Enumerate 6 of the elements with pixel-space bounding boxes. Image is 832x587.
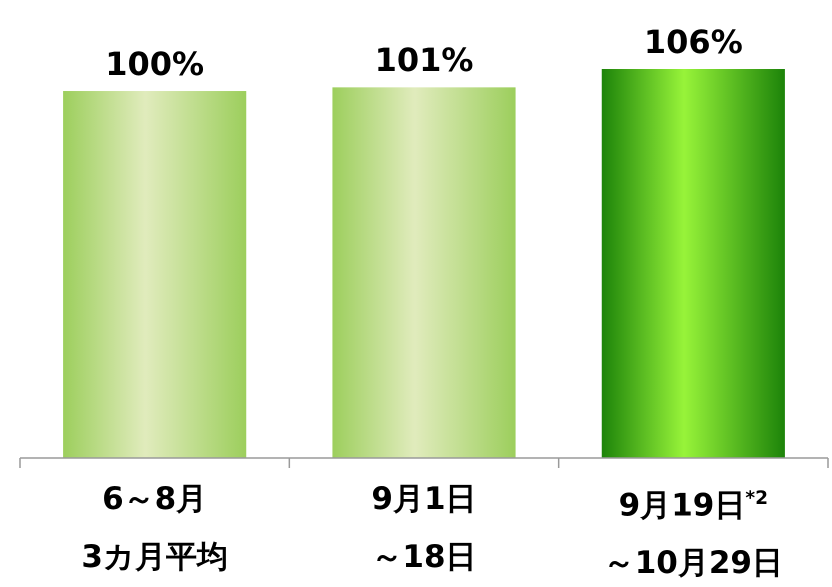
x-tick-label: 6～8月3カ月平均 <box>81 480 228 577</box>
category-label: 9月19日$^{*2}$～10月29日 <box>604 487 783 582</box>
data-label: 101% <box>374 41 474 80</box>
x-tick-label: 9月1日～18日 <box>371 480 477 577</box>
data-label: 106% <box>644 23 743 61</box>
data-label: 100% <box>105 45 204 84</box>
